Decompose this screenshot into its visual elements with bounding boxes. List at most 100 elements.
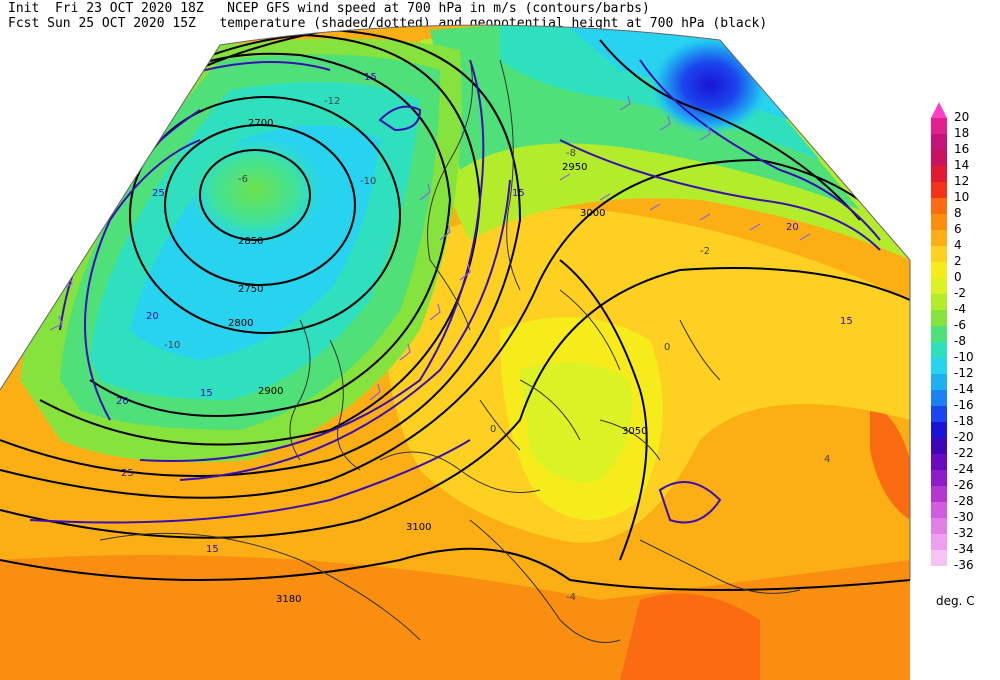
legend-row: -8 [928, 326, 1000, 348]
legend-row: 10 [928, 182, 1000, 204]
height-label: 3180 [276, 594, 301, 605]
legend-swatch [931, 518, 947, 534]
legend-label: 4 [954, 238, 962, 252]
legend-label: -30 [954, 510, 974, 524]
legend-label: -24 [954, 462, 974, 476]
wind-label: 20 [116, 396, 129, 407]
legend-swatch [931, 534, 947, 550]
legend-row: 8 [928, 198, 1000, 220]
height-label: 2950 [562, 162, 587, 173]
legend-row: -20 [928, 422, 1000, 444]
legend-row: -10 [928, 342, 1000, 364]
legend-row: 0 [928, 262, 1000, 284]
temperature-label: 0 [490, 424, 496, 435]
legend-arrow-icon [931, 102, 947, 118]
legend-swatch [931, 454, 947, 470]
cold-core-shading [650, 35, 770, 135]
height-label: 2800 [228, 318, 253, 329]
temperature-shading-minus2 [520, 362, 632, 482]
legend-row: -4 [928, 294, 1000, 316]
legend-label: 2 [954, 254, 962, 268]
temperature-label: -8 [566, 148, 576, 159]
legend-swatch [931, 326, 947, 342]
legend-label: -12 [954, 366, 974, 380]
legend-swatch [931, 214, 947, 230]
legend-swatch [931, 198, 947, 214]
legend-label: -14 [954, 382, 974, 396]
legend-row: 18 [928, 118, 1000, 140]
legend-row: -6 [928, 310, 1000, 332]
legend-row: -16 [928, 390, 1000, 412]
legend-swatch [931, 246, 947, 262]
legend-label: 0 [954, 270, 962, 284]
legend-swatch [931, 390, 947, 406]
legend-swatch [931, 310, 947, 326]
legend-swatch [931, 230, 947, 246]
temperature-shading-hot [620, 593, 760, 680]
temperature-label: -4 [566, 592, 576, 603]
legend-row: -30 [928, 502, 1000, 524]
coastlines [99, 59, 801, 643]
legend-label: -4 [954, 302, 966, 316]
color-legend: 20 18 16 14 12 10 8 6 4 2 0 -2 -4 -6 -8 -10 -12 -14 -16 -18… [928, 102, 1000, 572]
legend-swatch [931, 342, 947, 358]
height-labels: 2700 2750 2800 2850 2900 2950 3000 3050 … [228, 118, 647, 605]
map-border [0, 24, 911, 580]
legend-swatch [931, 550, 947, 566]
wind-label: 20 [786, 222, 799, 233]
legend-swatch [931, 406, 947, 422]
legend-label: -34 [954, 542, 974, 556]
legend-swatch [931, 278, 947, 294]
legend-swatch [931, 262, 947, 278]
wind-label: 15 [512, 188, 525, 199]
legend-label: -10 [954, 350, 974, 364]
legend-row: -22 [928, 438, 1000, 460]
legend-label: -36 [954, 558, 974, 572]
legend-label: -26 [954, 478, 974, 492]
legend-row: -32 [928, 518, 1000, 540]
temperature-label: 4 [824, 454, 830, 465]
legend-row: -18 [928, 406, 1000, 428]
legend-swatch [931, 150, 947, 166]
legend-row: -28 [928, 486, 1000, 508]
legend-swatch [931, 358, 947, 374]
wind-label: 20 [146, 311, 159, 322]
legend-row: -36 [928, 550, 1000, 572]
legend-row: 4 [928, 230, 1000, 252]
title-line-1: NCEP GFS wind speed at 700 hPa in m/s (c… [227, 1, 650, 16]
height-label: 2700 [248, 118, 273, 129]
fcst-label: Fcst [8, 16, 40, 31]
legend-swatch [931, 486, 947, 502]
legend-row: 16 [928, 134, 1000, 156]
height-label: 3000 [580, 208, 605, 219]
legend-row: -24 [928, 454, 1000, 476]
legend-label: -28 [954, 494, 974, 508]
legend-row: 6 [928, 214, 1000, 236]
header-line-fcst: Fcst Sun 25 OCT 2020 15Z temperature (sh… [8, 16, 767, 31]
legend-row: 2 [928, 246, 1000, 268]
legend-swatch [931, 502, 947, 518]
height-label: 2900 [258, 386, 283, 397]
legend-label: -16 [954, 398, 974, 412]
legend-swatch [931, 118, 947, 134]
height-label: 3050 [622, 426, 647, 437]
wind-label: 15 [364, 72, 377, 83]
legend-label: -32 [954, 526, 974, 540]
legend-label: 16 [954, 142, 970, 156]
wind-label: 15 [206, 544, 219, 555]
legend-row: -26 [928, 470, 1000, 492]
legend-row: 20 [928, 102, 1000, 124]
legend-swatch [931, 182, 947, 198]
legend-label: 10 [954, 190, 970, 204]
temperature-label: -2 [700, 246, 710, 257]
temperature-label: -10 [164, 340, 180, 351]
temperature-labels: -6 -10 -10 -12 -8 -2 0 0 -4 4 [164, 96, 830, 603]
header-line-init: Init Fri 23 OCT 2020 18Z NCEP GFS wind s… [8, 1, 650, 16]
legend-row: -14 [928, 374, 1000, 396]
legend-label: 6 [954, 222, 962, 236]
legend-label: 18 [954, 126, 970, 140]
temperature-label: -10 [360, 176, 376, 187]
legend-swatch [931, 422, 947, 438]
